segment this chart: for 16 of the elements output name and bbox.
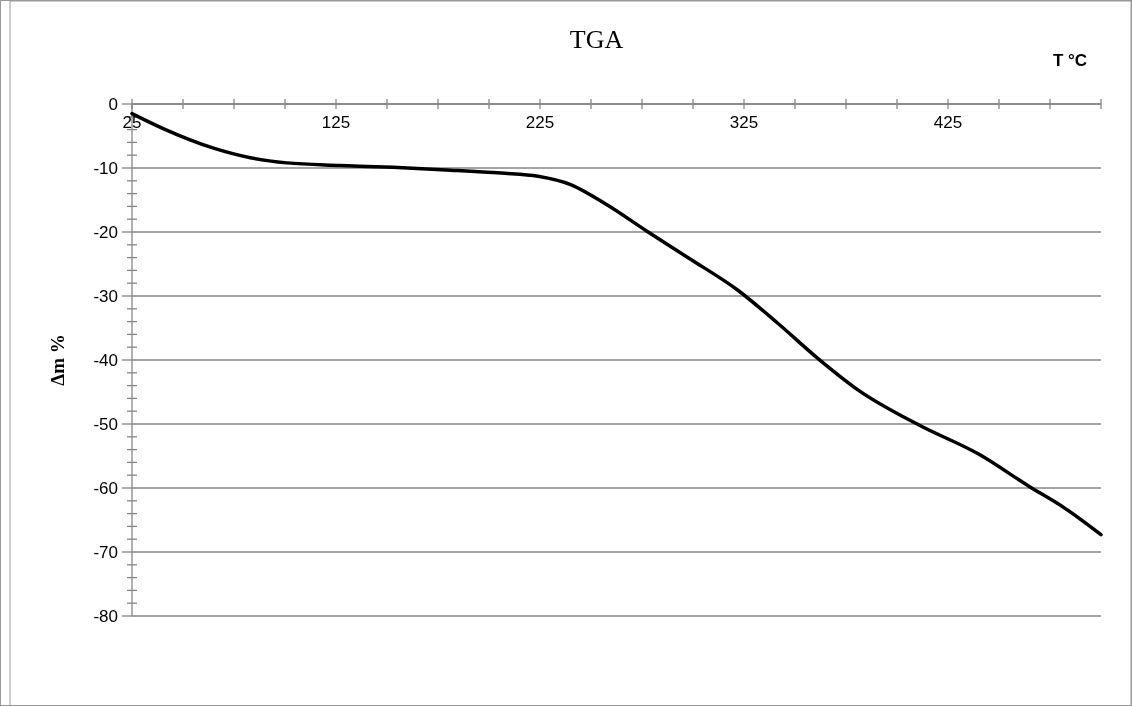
y-tick-label: 0 (108, 94, 118, 114)
y-tick-label: -30 (93, 286, 118, 306)
y-tick-label: -60 (93, 478, 118, 498)
x-tick-label: 225 (525, 113, 555, 132)
y-tick-label: -50 (93, 414, 118, 434)
y-tick-label: -40 (93, 350, 118, 370)
y-tick-label: -20 (93, 222, 118, 242)
y-axis-title: Δm % (47, 334, 68, 386)
x-axis-title: T °C (1052, 51, 1088, 70)
y-tick-label: -70 (93, 542, 118, 562)
y-tick-label: -80 (93, 606, 118, 626)
y-tick-label: -10 (93, 158, 118, 178)
chart-title: TGA (569, 25, 624, 54)
x-tick-label: 425 (933, 113, 963, 132)
x-tick-label: 325 (729, 113, 759, 132)
x-tick-label: 125 (321, 113, 351, 132)
